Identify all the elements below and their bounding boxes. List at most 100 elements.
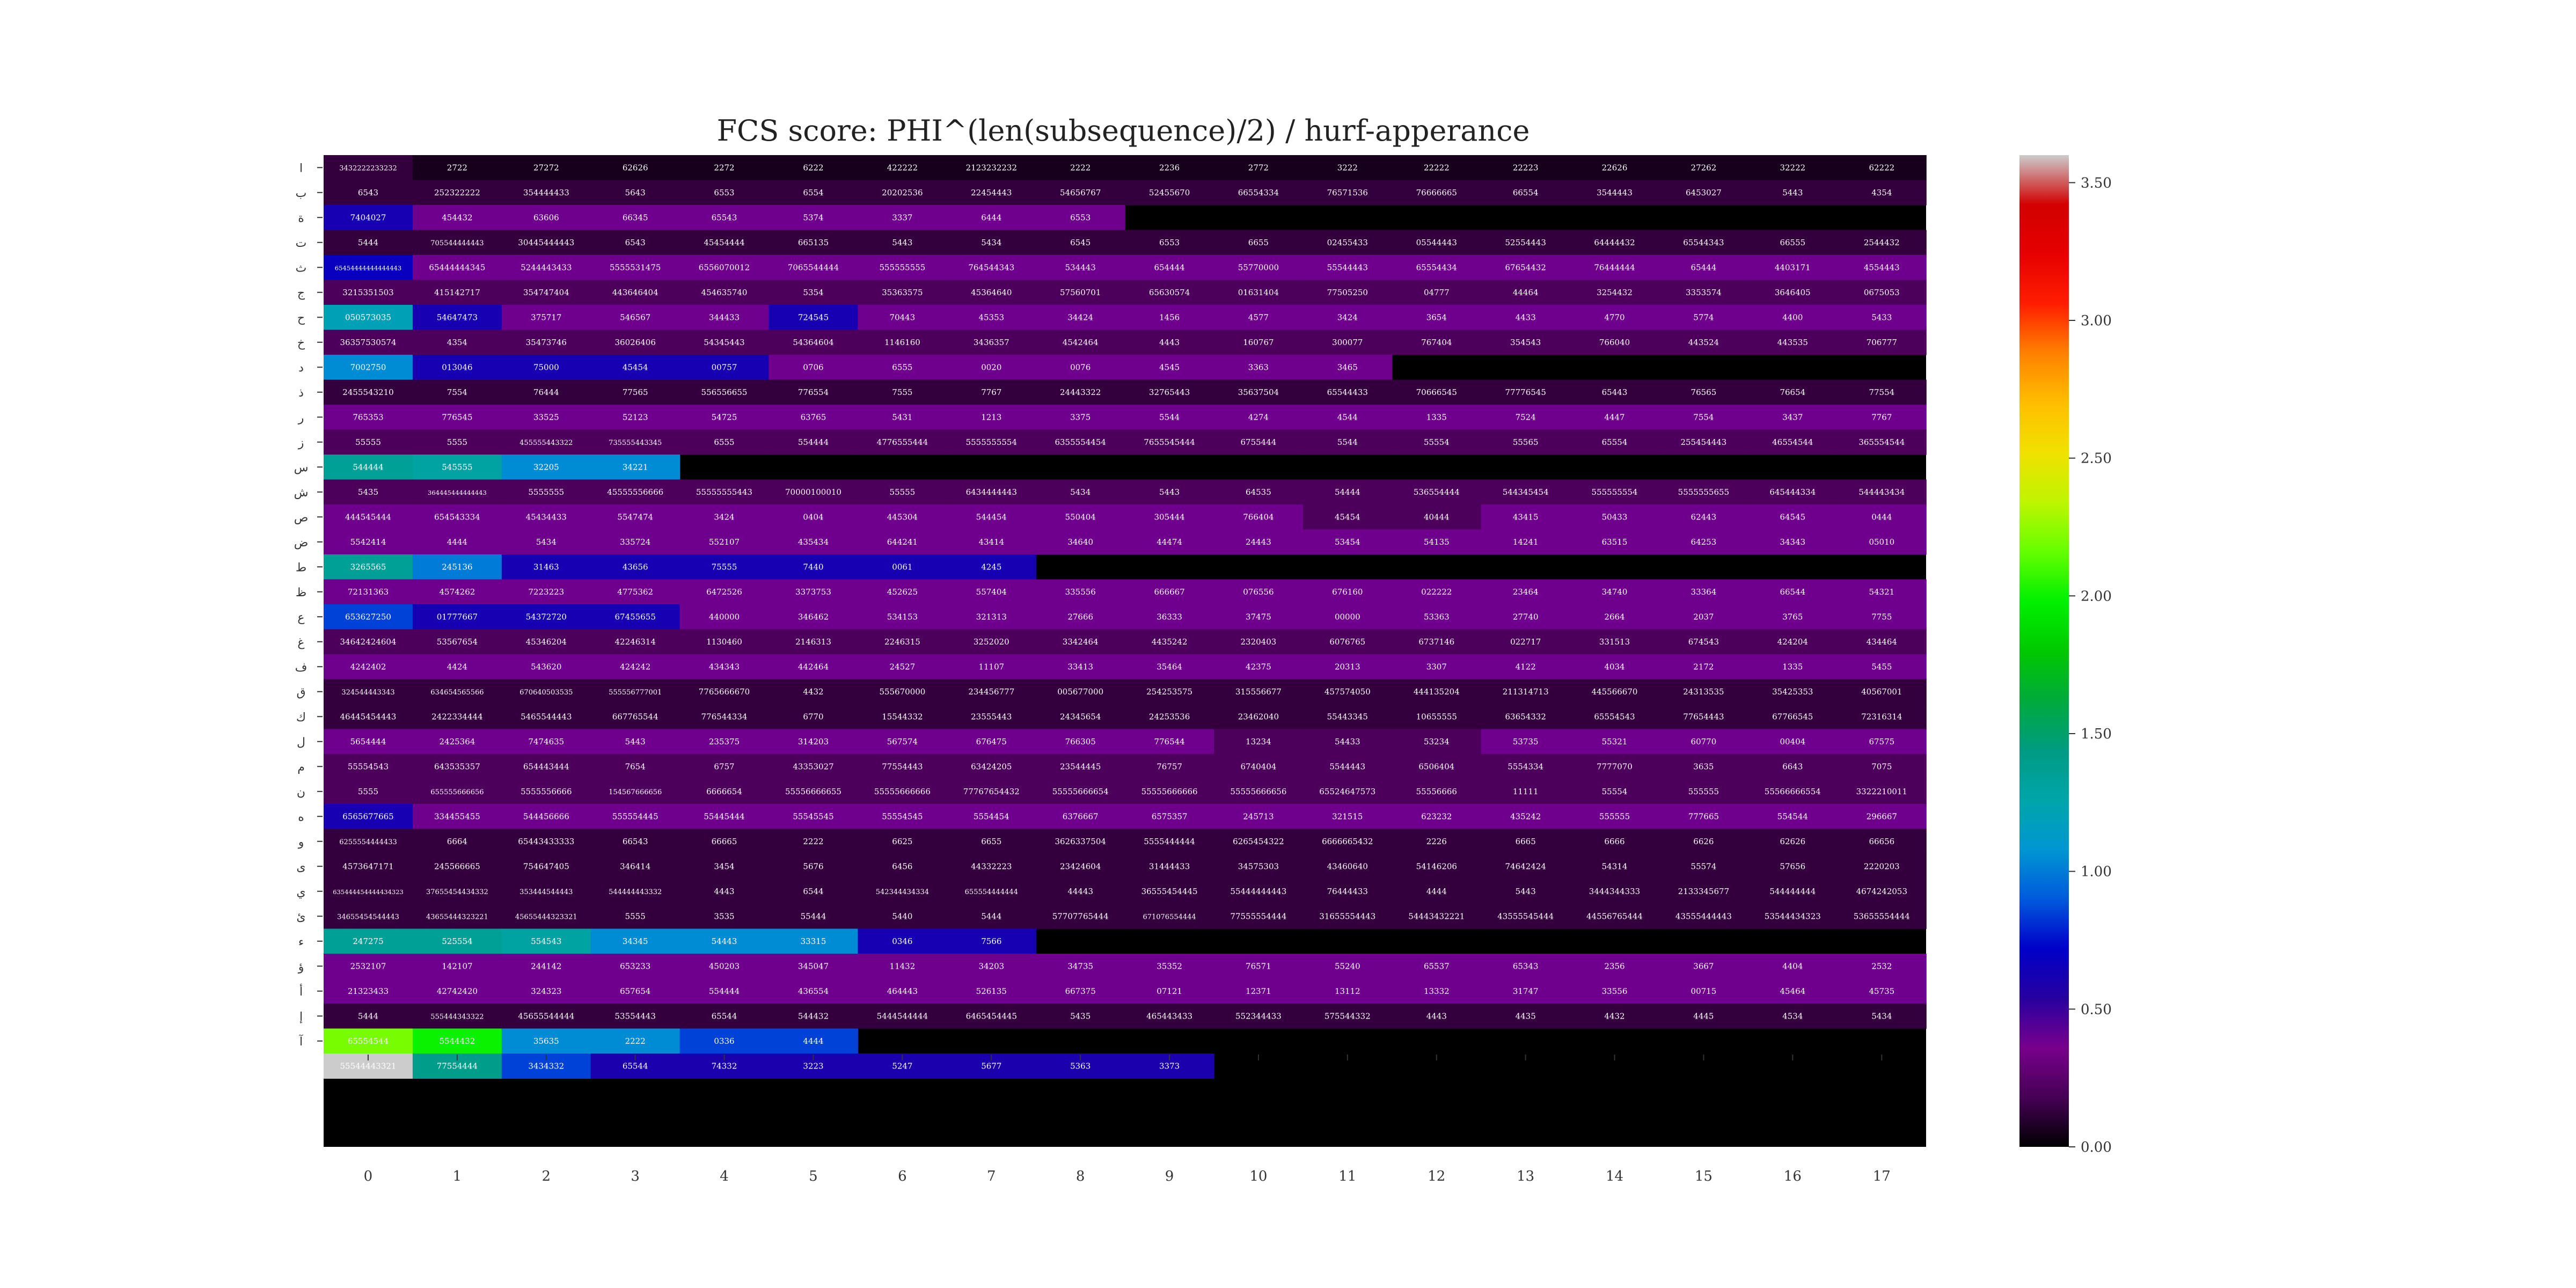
cell-annotation: 5554454	[974, 811, 1009, 821]
heatmap-cell	[858, 928, 947, 954]
heatmap-cell	[1125, 654, 1214, 680]
cell-annotation: 5555556666	[521, 787, 572, 796]
x-axis-ticks: 0 1 2 3 4 5 6 7 8 9 10 11 12 13 14 15 16 17	[364, 1055, 1891, 1184]
x-tick-label: 8	[1076, 1168, 1085, 1184]
heatmap-cell	[1748, 180, 1838, 206]
cell-annotation: 554444	[798, 437, 829, 447]
cell-annotation: 2544432	[1864, 238, 1900, 247]
cell-annotation: 3424	[1337, 312, 1358, 322]
cell-annotation: 67766545	[1772, 712, 1813, 721]
heatmap-cell	[1392, 978, 1482, 1004]
heatmap-cell	[590, 1004, 680, 1029]
cell-annotation: 7777070	[1597, 762, 1633, 771]
heatmap-cell	[1125, 978, 1214, 1004]
cell-annotation: 27262	[1691, 163, 1717, 172]
heatmap-cell	[590, 604, 680, 630]
heatmap-cell	[947, 479, 1036, 505]
heatmap-cell	[412, 604, 502, 630]
cell-annotation: 443535	[1777, 338, 1808, 347]
x-tick-label: 15	[1695, 1168, 1713, 1184]
heatmap-cell	[1481, 330, 1571, 355]
heatmap-cell	[1392, 429, 1482, 455]
heatmap-cell	[1036, 754, 1125, 780]
heatmap-cell	[1302, 978, 1393, 1004]
cell-annotation: 450203	[709, 961, 740, 971]
cell-annotation: 5354	[803, 288, 823, 297]
cell-annotation: 3434332	[528, 1061, 564, 1071]
heatmap-cell	[1392, 379, 1482, 405]
cell-annotation: 314203	[798, 737, 829, 747]
heatmap-cell	[1214, 330, 1304, 355]
heatmap-cell	[1570, 904, 1660, 930]
heatmap-cell	[501, 1028, 591, 1054]
heatmap-cell	[501, 754, 591, 780]
cell-annotation: 4770	[1604, 312, 1624, 322]
heatmap-cell	[858, 879, 947, 904]
cell-annotation: 5544	[1159, 412, 1180, 422]
heatmap-cell	[1302, 155, 1393, 181]
heatmap-cell	[1748, 854, 1838, 880]
cell-annotation: 35635	[533, 1036, 559, 1046]
heatmap-cell	[590, 928, 680, 954]
cell-annotation: 65554	[1602, 437, 1628, 447]
heatmap-cell	[1481, 155, 1571, 181]
cell-annotation: 65544	[712, 1011, 737, 1021]
heatmap-cell	[679, 405, 770, 430]
heatmap-cell	[947, 854, 1036, 880]
heatmap-cell	[1748, 155, 1838, 181]
cell-annotation: 5555444444	[1144, 837, 1195, 846]
cell-annotation: 65343	[1513, 961, 1539, 971]
cell-annotation: 776554	[798, 387, 829, 397]
cell-annotation: 657654	[620, 986, 650, 996]
heatmap-cell	[1302, 230, 1393, 255]
cell-annotation: 77554444	[437, 1061, 478, 1071]
heatmap-cell	[1570, 255, 1660, 281]
heatmap-cell	[1748, 679, 1838, 705]
cell-annotation: 4432	[1604, 1011, 1624, 1021]
y-tick-label: ب	[296, 187, 307, 200]
heatmap-cell	[1481, 529, 1571, 555]
cell-annotation: 55554	[1602, 787, 1628, 796]
heatmap-cell	[324, 579, 413, 605]
heatmap-cell	[501, 255, 591, 281]
cell-annotation: 6553	[1070, 213, 1091, 222]
colorbar-tick-label: 3.50	[2081, 175, 2112, 191]
heatmap-cell	[1748, 479, 1838, 505]
heatmap-cell	[947, 978, 1036, 1004]
heatmap-cell	[501, 155, 591, 181]
heatmap-cell	[1036, 355, 1125, 380]
cell-annotation: 5440	[892, 911, 912, 921]
cell-annotation: 575544332	[1324, 1011, 1371, 1021]
heatmap-cell	[947, 280, 1036, 305]
heatmap-cell	[1125, 379, 1214, 405]
cell-annotation: 3765	[1782, 612, 1803, 621]
heatmap-cell	[1302, 330, 1393, 355]
cell-annotation: 72131363	[348, 587, 389, 597]
heatmap-cell	[501, 379, 591, 405]
heatmap-cell	[1659, 629, 1748, 655]
heatmap-cell	[1125, 804, 1214, 830]
heatmap-cell	[324, 504, 413, 530]
heatmap-cell	[947, 405, 1036, 430]
heatmap-cell	[324, 479, 413, 505]
heatmap-cell	[1302, 429, 1393, 455]
cell-annotation: 354543	[1510, 338, 1541, 347]
cell-annotation: 4400	[1782, 312, 1803, 322]
cell-annotation: 5444	[358, 1011, 378, 1021]
cell-annotation: 52455670	[1149, 188, 1190, 197]
cell-annotation: 2222	[625, 1036, 646, 1046]
cell-annotation: 54345443	[704, 338, 744, 347]
heatmap-cell	[947, 954, 1036, 979]
cell-annotation: 5443	[1782, 188, 1803, 197]
cell-annotation: 735555443345	[609, 439, 662, 447]
heatmap-cell	[1570, 604, 1660, 630]
heatmap-cell	[1392, 479, 1482, 505]
heatmap-cell	[501, 904, 591, 930]
heatmap-cell	[590, 854, 680, 880]
cell-annotation: 55555666656	[1230, 787, 1286, 796]
cell-annotation: 667375	[1065, 986, 1096, 996]
y-tick-label: ص	[294, 511, 309, 524]
cell-annotation: 7554	[447, 387, 467, 397]
cell-annotation: 3646405	[1775, 288, 1811, 297]
cell-annotation: 245713	[1243, 811, 1274, 821]
